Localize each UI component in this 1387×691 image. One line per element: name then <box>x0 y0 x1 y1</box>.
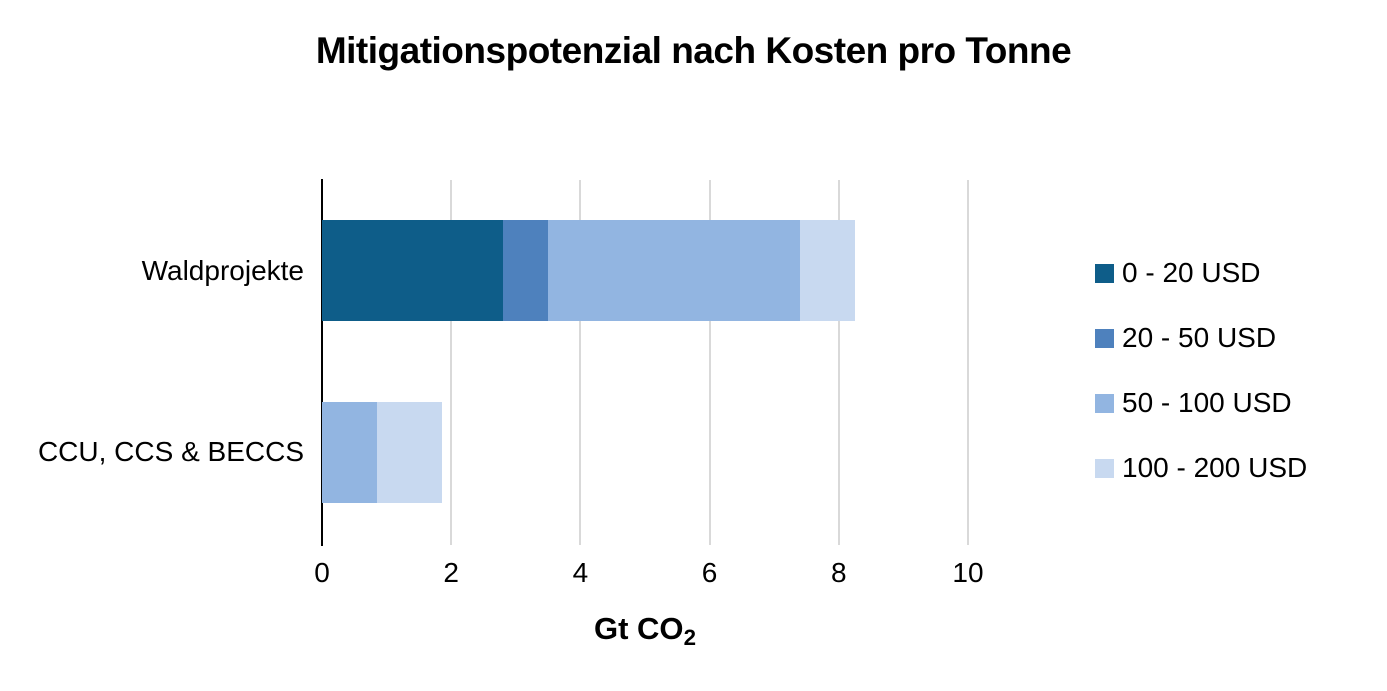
legend-label: 0 - 20 USD <box>1122 257 1261 288</box>
gridline-x-10 <box>967 180 969 545</box>
gridline-x-8 <box>837 180 840 545</box>
x-tick-label: 0 <box>314 557 330 588</box>
x-axis-title-text: Gt CO <box>594 611 684 646</box>
category-label: CCU, CCS & BECCS <box>37 436 304 468</box>
y-axis-line <box>321 179 323 546</box>
legend-item: 100 - 200 USD <box>1095 447 1307 489</box>
category-label: Waldprojekte <box>141 254 304 286</box>
bar-segment <box>548 220 801 322</box>
bar-row <box>322 220 968 322</box>
bar-segment <box>322 401 377 503</box>
bar-segment <box>322 220 503 322</box>
category-labels: Waldprojekte CCU, CCS & BECCS <box>0 180 322 543</box>
legend-swatch <box>1095 263 1114 283</box>
legend-label: 100 - 200 USD <box>1122 452 1308 483</box>
legend-label: 50 - 100 USD <box>1122 387 1292 418</box>
bar-segment <box>376 401 442 503</box>
gridline-x-6 <box>708 180 711 545</box>
x-tick-label: 6 <box>701 557 718 588</box>
bar-segment <box>800 220 855 322</box>
x-tick-labels: 0 2 4 6 8 10 <box>314 557 983 589</box>
gridline-x-2 <box>450 180 453 545</box>
bar-segment <box>502 220 549 322</box>
plot-area <box>321 179 969 546</box>
x-tick-label: 4 <box>572 557 589 588</box>
legend: 0 - 20 USD 20 - 50 USD 50 - 100 USD 100 - 2… <box>1095 252 1307 489</box>
x-tick-label: 10 <box>952 557 984 588</box>
legend-swatch <box>1095 393 1114 413</box>
x-tick-label: 2 <box>443 557 459 588</box>
legend-label: 20 - 50 USD <box>1122 322 1277 353</box>
legend-item: 0 - 20 USD <box>1095 252 1307 294</box>
x-axis-title-subscript: 2 <box>683 625 696 651</box>
x-tick-label: 8 <box>831 557 847 588</box>
legend-item: 20 - 50 USD <box>1095 317 1307 359</box>
legend-item: 50 - 100 USD <box>1095 382 1307 424</box>
bar-row <box>322 401 968 503</box>
x-axis-title: Gt CO2 <box>322 611 968 651</box>
legend-swatch <box>1095 458 1114 478</box>
gridline-x-4 <box>579 180 582 545</box>
chart-title: Mitigationspotenzial nach Kosten pro Ton… <box>315 30 1072 71</box>
legend-swatch <box>1095 328 1114 348</box>
